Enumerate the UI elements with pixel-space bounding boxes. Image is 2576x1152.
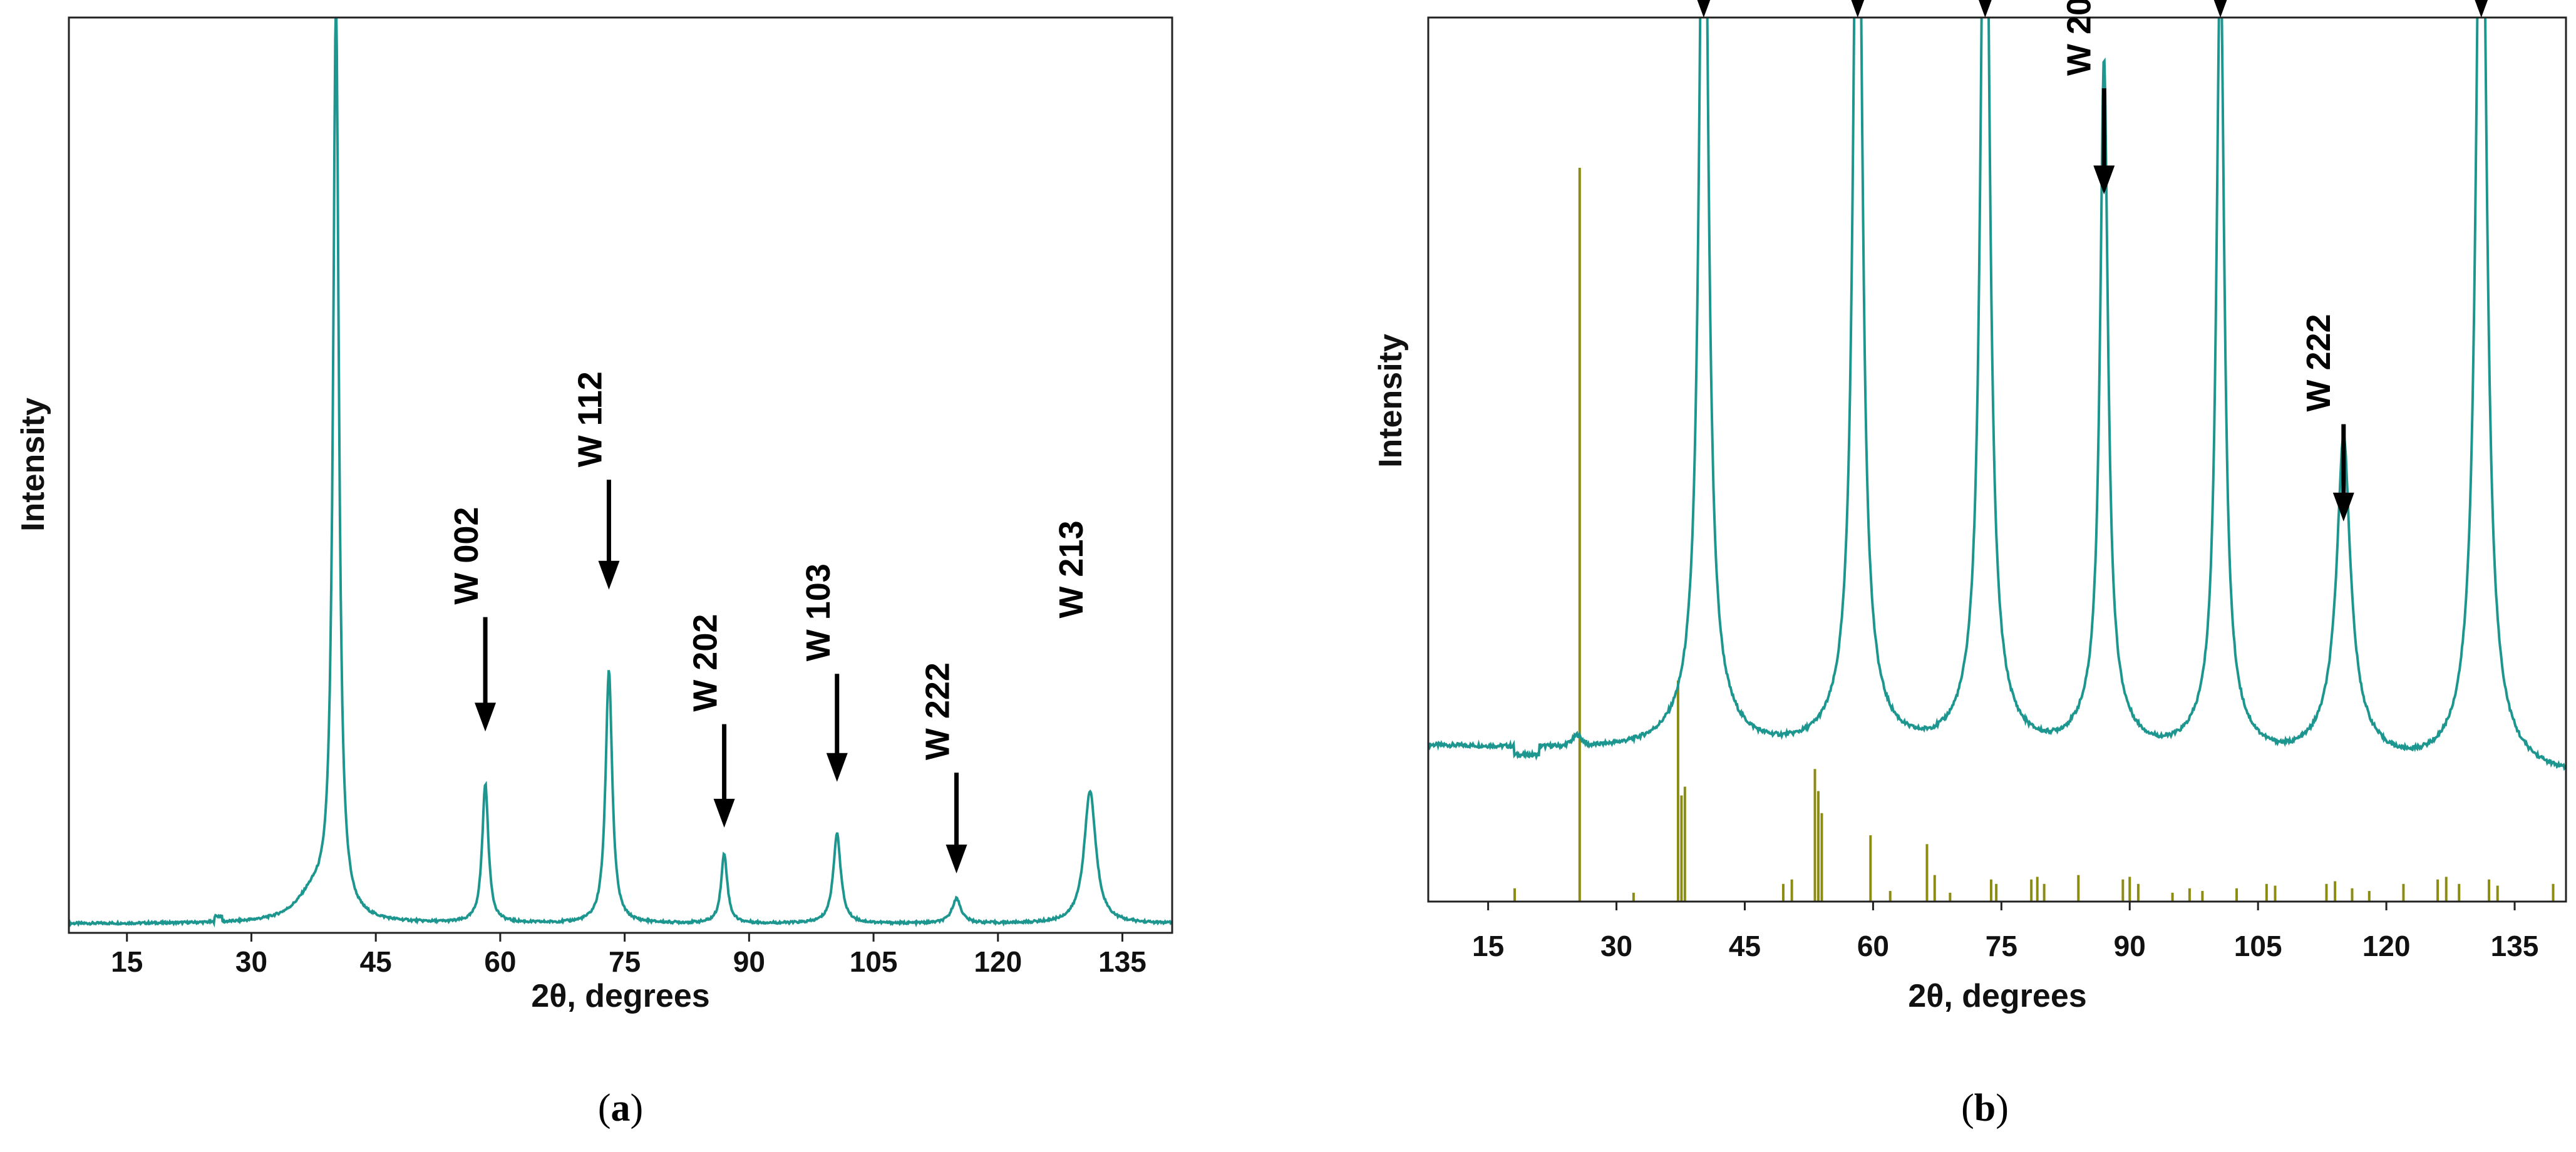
peak-arrow-head [1979, 0, 1992, 18]
y-axis-label-a: Intensity [15, 398, 51, 532]
diffraction-curve-a [69, 18, 1172, 928]
peak-label: W 112 [571, 371, 609, 467]
peak-arrow-head [713, 798, 735, 828]
x-tick-label: 105 [850, 945, 898, 978]
x-axis-label-b: 2θ, degrees [1908, 978, 2086, 1014]
x-ticks-b: 15 30 45 60 75 90 105 120 135 [1472, 902, 2538, 962]
x-tick-label: 90 [733, 945, 765, 978]
peak-label: W 213 [1053, 520, 1090, 618]
peak-arrow-head [826, 753, 848, 782]
y-axis-label-b: Intensity [1373, 334, 1409, 468]
x-tick-label: 15 [1472, 930, 1504, 962]
peak-arrow-head [2332, 492, 2354, 522]
x-tick-label: 30 [1600, 930, 1632, 962]
x-tick-label: 75 [1986, 930, 2017, 962]
plot-frame-a [68, 16, 1173, 934]
plot-frame-b [1427, 16, 2567, 903]
x-tick-label: 45 [360, 945, 392, 978]
x-tick-label: 90 [2114, 930, 2146, 962]
peak-label: W 202 [2060, 0, 2098, 76]
peak-arrow-head [2475, 0, 2488, 18]
x-axis-label-a: 2θ, degrees [531, 978, 709, 1014]
peak-arrow-head [475, 702, 497, 732]
peak-label: W 103 [800, 563, 837, 661]
reference-lines-b [1513, 168, 2555, 902]
x-tick-label: 105 [2234, 930, 2282, 962]
peak-arrow-head [2213, 0, 2227, 18]
peak-label: W 222 [2300, 314, 2337, 411]
x-tick-label: 135 [1098, 945, 1146, 978]
peak-arrow-head [2093, 165, 2115, 195]
x-tick-label: 60 [484, 945, 516, 978]
x-tick-label: 120 [974, 945, 1022, 978]
peak-arrow-head [1697, 0, 1711, 18]
x-tick-label: 60 [1857, 930, 1889, 962]
x-tick-label: 15 [111, 945, 143, 978]
peak-arrow-head [598, 560, 620, 590]
peak-label: W 222 [919, 662, 957, 760]
x-tick-label: 30 [235, 945, 267, 978]
peak-arrow-head [1851, 0, 1865, 18]
peak-arrow-head [945, 844, 967, 873]
panel-label-b: (b) [1961, 1087, 2009, 1129]
diffraction-curve-b [1428, 18, 2566, 771]
x-tick-label: 120 [2362, 930, 2411, 962]
peak-label: W 202 [687, 614, 724, 712]
x-ticks-a: 15 30 45 60 75 90 105 120 135 [111, 933, 1146, 978]
panel-label-a: (a) [598, 1087, 643, 1129]
x-tick-label: 45 [1729, 930, 1761, 962]
x-tick-label: 135 [2491, 930, 2539, 962]
peak-label: W 002 [448, 507, 485, 605]
x-tick-label: 75 [609, 945, 641, 978]
